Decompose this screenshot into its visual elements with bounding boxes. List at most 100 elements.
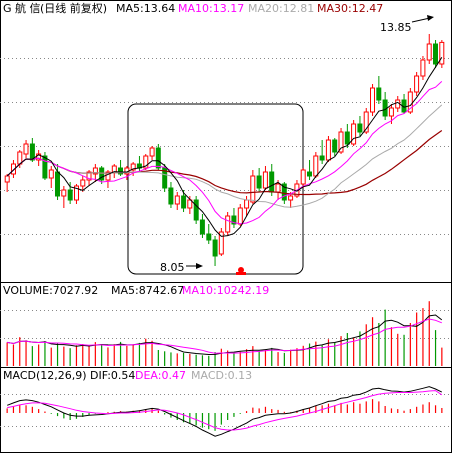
candle: [218, 228, 224, 256]
candle-body: [388, 107, 394, 117]
period-label: (日线 前复权): [40, 1, 107, 15]
candle-body: [86, 171, 92, 181]
candle-body: [231, 215, 237, 225]
ma20-legend: MA20:12.81: [248, 2, 314, 15]
macd-panel: [6, 386, 443, 437]
candle-body: [218, 231, 224, 255]
candle-body: [143, 155, 149, 169]
candle: [174, 192, 180, 210]
candle: [319, 140, 325, 164]
candle: [426, 34, 432, 64]
candle-body: [237, 207, 243, 225]
candle: [351, 120, 357, 146]
candle: [155, 144, 161, 170]
candle: [370, 84, 375, 116]
candle-body: [174, 195, 180, 205]
highlight-box: [127, 103, 304, 275]
candle-body: [262, 171, 268, 189]
dea-value: DEA:0.47: [135, 369, 186, 382]
candle: [225, 212, 231, 236]
ma20-line: [6, 104, 443, 208]
candle: [206, 224, 212, 244]
candle: [376, 76, 382, 104]
volume-panel: [6, 301, 443, 366]
dea-line: [7, 390, 443, 431]
candle: [382, 92, 388, 120]
macd-legend: MACD(12,26,9) DIF:0.54 DEA:0.47 MACD:0.1…: [1, 368, 261, 382]
high-price-label: 13.85: [380, 21, 412, 34]
candle-body: [376, 87, 382, 101]
volume-ma10: MA10:10242.19: [182, 284, 269, 297]
candle: [401, 94, 407, 114]
volume-value: VOLUME:7027.92: [3, 284, 98, 297]
ma5-legend: MA5:13.64: [116, 2, 175, 15]
candle-body: [48, 169, 54, 179]
candle: [168, 182, 174, 208]
candle: [256, 168, 262, 192]
candle-body: [433, 43, 438, 65]
candle-body: [74, 185, 79, 201]
candle: [199, 214, 205, 238]
candle-body: [187, 199, 193, 209]
volume-ma5: MA5:8742.67: [111, 284, 184, 297]
high-annotation: 13.85: [380, 15, 434, 34]
candle-body: [281, 183, 287, 201]
candle-body: [61, 189, 67, 197]
candle-body: [250, 175, 256, 203]
candle-body: [118, 167, 123, 175]
candle-body: [344, 131, 350, 145]
candle-body: [149, 147, 155, 157]
candle: [143, 154, 149, 170]
candle-body: [199, 219, 205, 235]
candle: [439, 40, 445, 68]
volume-ma5-line: [7, 314, 443, 356]
stock-name: G 航 信: [3, 1, 41, 15]
candle-body: [332, 139, 338, 153]
candle: [74, 184, 79, 204]
candle-body: [4, 175, 10, 183]
candle: [67, 182, 73, 204]
candle-body: [426, 43, 432, 61]
candle: [433, 40, 438, 68]
candle-body: [206, 233, 212, 241]
candle: [288, 192, 294, 208]
candle: [250, 170, 256, 204]
low-annotation: 8.05: [160, 261, 203, 274]
candle: [237, 204, 243, 226]
macd-value: MACD:0.13: [191, 369, 252, 382]
candle: [420, 56, 426, 80]
candle: [414, 72, 420, 96]
candle: [181, 190, 187, 212]
candle: [42, 152, 48, 180]
candle: [338, 128, 344, 154]
candle-body: [313, 155, 319, 177]
macd-params: MACD(12,26,9): [3, 369, 87, 382]
candle: [118, 160, 123, 176]
candle-body: [325, 139, 331, 161]
candle: [269, 164, 275, 196]
candle-body: [168, 187, 174, 205]
candle-body: [55, 171, 60, 197]
candle: [344, 124, 350, 148]
candle: [193, 196, 199, 224]
dif-value: DIF:0.54: [90, 369, 135, 382]
candle: [300, 168, 306, 188]
candle: [231, 208, 237, 228]
candle-body: [80, 179, 86, 187]
candle-body: [275, 183, 281, 193]
price-legend: G 航 信 (日线 前复权) MA5:13.64 MA10:13.17 MA20…: [1, 1, 383, 15]
candle-body: [307, 171, 312, 177]
candle: [23, 140, 29, 158]
candle-body: [300, 169, 306, 185]
volume-legend: VOLUME:7027.92 MA5:8742.67 MA10:10242.19: [1, 283, 271, 297]
candle-body: [288, 195, 294, 201]
candle-body: [319, 155, 325, 161]
candle-body: [42, 155, 48, 179]
candle-body: [363, 111, 369, 133]
candle-body: [439, 41, 445, 65]
low-price-label: 8.05: [160, 261, 185, 274]
candle: [4, 174, 10, 192]
candle: [48, 166, 54, 188]
candle: [99, 166, 105, 184]
